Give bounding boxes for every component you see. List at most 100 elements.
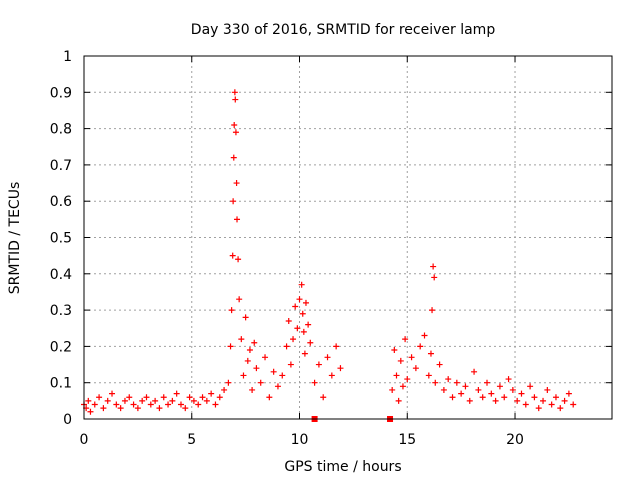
x-tick-label: 0 [80, 432, 89, 448]
data-point [527, 383, 534, 390]
data-point [440, 386, 447, 393]
data-point [117, 405, 124, 412]
data-point [429, 307, 436, 314]
data-point [544, 386, 551, 393]
data-point [397, 357, 404, 364]
data-point [565, 390, 572, 397]
data-point [305, 321, 312, 328]
data-point [408, 354, 415, 361]
data-point [307, 339, 314, 346]
data-point [199, 394, 206, 401]
data-point [552, 394, 559, 401]
data-point [236, 296, 243, 303]
data-point [87, 408, 94, 415]
data-point [333, 343, 340, 350]
data-point [244, 357, 251, 364]
data-point [300, 328, 307, 335]
data-point [311, 379, 318, 386]
data-point [257, 379, 264, 386]
data-point [147, 401, 154, 408]
y-tick-label: 0.4 [50, 267, 72, 283]
data-point [221, 386, 228, 393]
data-point [177, 401, 184, 408]
data-point [425, 372, 432, 379]
data-point [427, 350, 434, 357]
data-point [130, 401, 137, 408]
data-point [548, 401, 555, 408]
data-point [479, 394, 486, 401]
data-point [283, 343, 290, 350]
grid-layer [84, 56, 612, 419]
y-tick-label: 0.5 [50, 231, 72, 247]
data-point [540, 397, 547, 404]
data-point [436, 361, 443, 368]
data-point [231, 121, 238, 128]
x-axis-label: GPS time / hours [284, 459, 401, 475]
data-point [557, 405, 564, 412]
data-point [431, 274, 438, 281]
data-point [395, 397, 402, 404]
data-point [389, 386, 396, 393]
data-point [518, 390, 525, 397]
data-point [445, 376, 452, 383]
data-point [240, 372, 247, 379]
data-point [302, 299, 309, 306]
data-point [292, 303, 299, 310]
data-point [315, 361, 322, 368]
data-point [570, 401, 577, 408]
data-point [160, 394, 167, 401]
data-point [152, 397, 159, 404]
data-point [298, 281, 305, 288]
y-tick-label: 0.3 [50, 303, 72, 319]
data-point [417, 343, 424, 350]
data-point [488, 390, 495, 397]
tick-layer: 00.10.20.30.40.50.60.70.80.910 5 10 15 20 [50, 49, 612, 448]
data-point [287, 361, 294, 368]
data-point [227, 343, 234, 350]
data-point [100, 405, 107, 412]
data-point [104, 397, 111, 404]
data-point [113, 401, 120, 408]
data-point [232, 129, 239, 136]
data-point [85, 397, 92, 404]
data-point [402, 336, 409, 343]
data-point [169, 397, 176, 404]
data-point [134, 405, 141, 412]
data-point [262, 354, 269, 361]
data-point [285, 317, 292, 324]
data-point [230, 198, 237, 205]
data-point [249, 386, 256, 393]
data-point [235, 256, 242, 263]
data-point [228, 307, 235, 314]
y-tick-label: 0.7 [50, 158, 72, 174]
data-point [412, 365, 419, 372]
data-point [242, 314, 249, 321]
data-point [484, 379, 491, 386]
data-point [393, 372, 400, 379]
data-point [432, 379, 439, 386]
data-point [225, 379, 232, 386]
y-tick-label: 0.1 [50, 376, 72, 392]
data-point [535, 405, 542, 412]
data-point [190, 397, 197, 404]
data-point [320, 394, 327, 401]
data-point [458, 390, 465, 397]
y-tick-label: 0.9 [50, 85, 72, 101]
data-point [301, 350, 308, 357]
data-point [229, 252, 236, 259]
y-tick-label: 0.8 [50, 122, 72, 138]
data-point [274, 383, 281, 390]
y-tick-label: 0.2 [50, 339, 72, 355]
data-point [279, 372, 286, 379]
y-tick-label: 0.6 [50, 194, 72, 210]
data-point [466, 397, 473, 404]
y-axis-label: SRMTID / TECUs [7, 182, 23, 295]
data-point [496, 383, 503, 390]
x-tick-label: 20 [506, 432, 524, 448]
data-point [492, 397, 499, 404]
data-point [246, 347, 253, 354]
data-point [186, 394, 193, 401]
data-point [514, 397, 521, 404]
data-point [232, 96, 239, 103]
